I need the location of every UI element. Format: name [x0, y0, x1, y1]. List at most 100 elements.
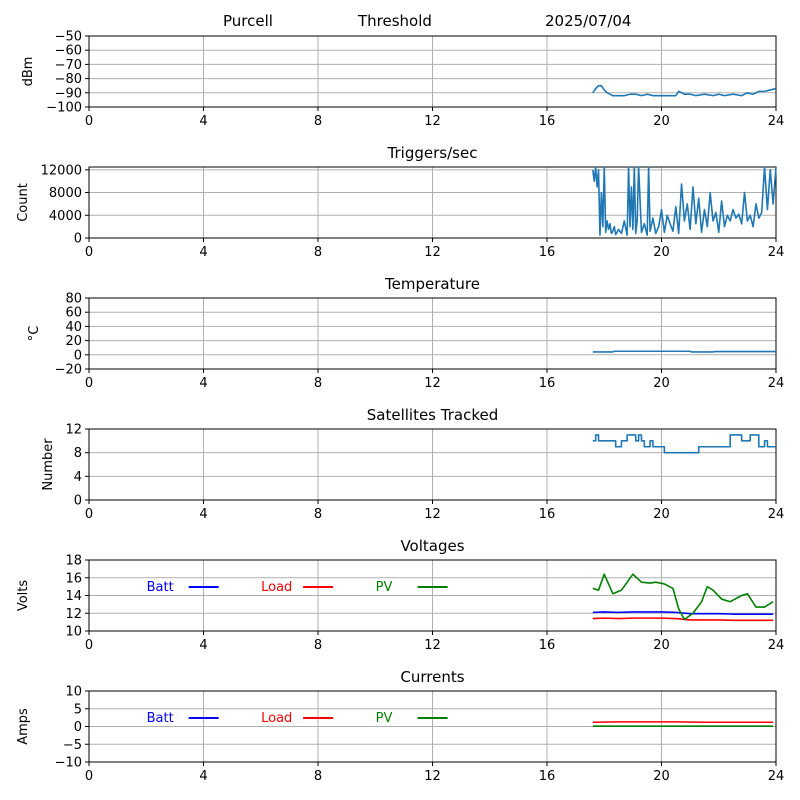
x-tick-label: 24 — [768, 638, 785, 653]
x-tick-label: 16 — [539, 245, 556, 260]
x-tick-label: 4 — [199, 114, 207, 129]
series-line — [592, 350, 776, 353]
x-tick-label: 4 — [199, 769, 207, 784]
x-tick-label: 8 — [314, 376, 322, 391]
x-tick-label: 24 — [768, 376, 785, 391]
y-tick-label: 4 — [74, 470, 82, 485]
x-tick-label: 20 — [653, 507, 670, 522]
y-tick-label: 60 — [65, 306, 82, 321]
x-tick-label: 20 — [653, 769, 670, 784]
y-tick-label: 12 — [65, 607, 82, 622]
x-tick-label: 0 — [85, 114, 93, 129]
series-line — [592, 617, 774, 622]
y-tick-label: −60 — [55, 44, 82, 59]
legend-label: Batt — [147, 711, 174, 726]
x-tick-label: 4 — [199, 245, 207, 260]
y-tick-label: 10 — [65, 625, 82, 640]
panel-3: 0 4 8 12 16 20 24 0 4 8 12 Satellites Tracked Number — [41, 406, 784, 522]
y-tick-label: 8000 — [49, 186, 82, 201]
y-tick-label: 20 — [65, 334, 82, 349]
legend-label: Load — [261, 580, 292, 595]
y-axis-label: Volts — [16, 580, 31, 612]
panel-title: Triggers/sec — [387, 144, 478, 162]
x-tick-label: 8 — [314, 769, 322, 784]
y-axis-label: °C — [27, 326, 42, 342]
y-axis-label: Count — [16, 183, 31, 222]
x-tick-label: 4 — [199, 638, 207, 653]
panel-title: Currents — [400, 668, 464, 686]
panel-1: 0 4 8 12 16 20 24 0 4000 8000 12000 Triggers/sec Cou… — [16, 144, 784, 260]
x-tick-label: 8 — [314, 245, 322, 260]
x-tick-label: 8 — [314, 507, 322, 522]
x-tick-label: 0 — [85, 769, 93, 784]
x-tick-label: 12 — [424, 638, 441, 653]
y-axis-label: Amps — [16, 708, 31, 745]
x-tick-label: 20 — [653, 376, 670, 391]
x-tick-label: 4 — [199, 376, 207, 391]
y-tick-label: 10 — [65, 685, 82, 700]
header-mode: Threshold — [358, 12, 432, 30]
x-tick-label: 12 — [424, 769, 441, 784]
x-tick-label: 16 — [539, 507, 556, 522]
x-tick-label: 0 — [85, 638, 93, 653]
x-tick-label: 0 — [85, 507, 93, 522]
x-tick-label: 16 — [539, 769, 556, 784]
panel-title: Satellites Tracked — [367, 406, 498, 424]
y-tick-label: 80 — [65, 292, 82, 307]
series-line — [592, 573, 774, 621]
x-tick-label: 24 — [768, 114, 785, 129]
x-tick-label: 12 — [424, 507, 441, 522]
series-line — [592, 84, 777, 97]
series-line — [592, 434, 776, 454]
header-date: 2025/07/04 — [545, 12, 632, 30]
y-tick-label: 0 — [74, 720, 82, 735]
panel-5: 0 4 8 12 16 20 24 −10 −5 0 5 10 Currents Amps Batt Load… — [16, 668, 784, 784]
y-tick-label: −70 — [55, 58, 82, 73]
x-tick-label: 20 — [653, 638, 670, 653]
panel-0: 0 4 8 12 16 20 24 −100−90−80−70−60−50 dBm — [21, 30, 784, 130]
y-tick-label: 14 — [65, 589, 82, 604]
x-tick-label: 20 — [653, 114, 670, 129]
x-tick-label: 0 — [85, 245, 93, 260]
y-tick-label: −20 — [55, 363, 82, 378]
x-tick-label: 16 — [539, 114, 556, 129]
x-tick-label: 8 — [314, 114, 322, 129]
x-tick-label: 16 — [539, 638, 556, 653]
y-tick-label: −5 — [63, 738, 82, 753]
y-tick-label: 4000 — [49, 209, 82, 224]
y-tick-label: −50 — [55, 30, 82, 45]
x-tick-label: 24 — [768, 245, 785, 260]
y-axis-label: Number — [41, 438, 56, 491]
y-tick-label: 8 — [74, 446, 82, 461]
series-line — [592, 166, 777, 236]
y-tick-label: 0 — [74, 494, 82, 509]
panel-title: Voltages — [400, 537, 464, 555]
x-tick-label: 12 — [424, 376, 441, 391]
x-tick-label: 24 — [768, 769, 785, 784]
y-tick-label: 16 — [65, 571, 82, 586]
x-tick-label: 12 — [424, 245, 441, 260]
header-station: Purcell — [223, 12, 273, 30]
x-tick-label: 12 — [424, 114, 441, 129]
y-tick-label: 5 — [74, 702, 82, 717]
x-tick-label: 0 — [85, 376, 93, 391]
x-tick-label: 4 — [199, 507, 207, 522]
y-tick-label: 0 — [74, 348, 82, 363]
y-axis-label: dBm — [21, 57, 36, 87]
y-tick-label: 18 — [65, 554, 82, 569]
y-tick-label: 12000 — [41, 163, 82, 178]
y-tick-label: −90 — [55, 86, 82, 101]
legend-label: PV — [376, 580, 393, 595]
x-tick-label: 8 — [314, 638, 322, 653]
series-line — [592, 611, 774, 615]
panel-title: Temperature — [384, 275, 480, 293]
legend-label: Load — [261, 711, 292, 726]
y-tick-label: −100 — [46, 101, 82, 116]
y-tick-label: −10 — [55, 756, 82, 771]
panel-4: 0 4 8 12 16 20 24 10 12 14 16 18 Voltages Volts Batt Lo… — [16, 537, 784, 653]
y-tick-label: 0 — [74, 232, 82, 247]
legend-label: PV — [376, 711, 393, 726]
x-tick-label: 16 — [539, 376, 556, 391]
